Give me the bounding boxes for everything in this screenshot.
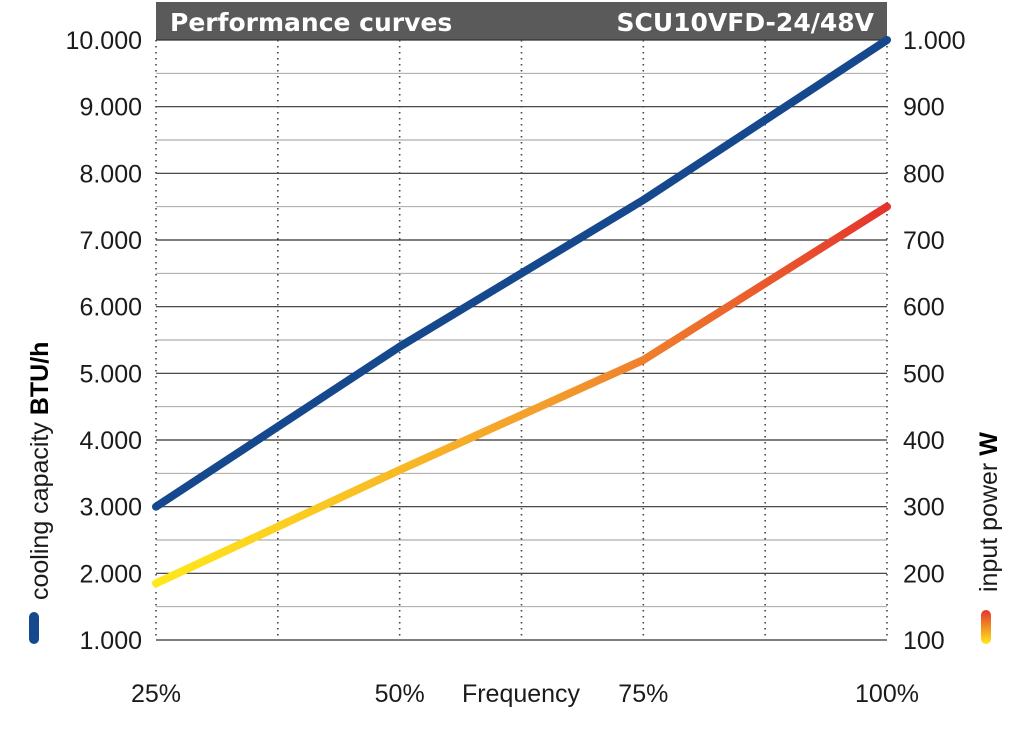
right-tick-label: 900: [903, 94, 945, 122]
x-axis-title: Frequency: [462, 680, 581, 708]
right-tick-label: 300: [903, 494, 945, 522]
right-axis-title-text: input power: [975, 456, 1003, 592]
input-power-line: [152, 202, 891, 588]
left-axis-title-unit: BTU/h: [26, 342, 54, 416]
header-bar: [156, 2, 887, 40]
right-tick-label: 200: [903, 560, 945, 588]
left-axis-title: cooling capacity BTU/h: [26, 342, 54, 600]
tick-labels: 1.000 2.000 3.000 4.000 5.000 6.000 7.000 8.000…: [66, 27, 966, 708]
left-tick-label: 2.000: [79, 560, 142, 588]
chart-model: SCU10VFD-24/48V: [616, 8, 874, 37]
cooling-capacity-line: [152, 36, 891, 511]
right-tick-label: 100: [903, 627, 945, 655]
grid: [155, 39, 888, 641]
svg-text:input power W: input power W: [975, 432, 1003, 592]
right-axis-title-unit: W: [975, 432, 1003, 456]
left-tick-label: 9.000: [79, 94, 142, 122]
cooling-legend-swatch: [29, 612, 39, 644]
right-tick-label: 1.000: [903, 27, 966, 55]
right-tick-label: 500: [903, 360, 945, 388]
left-tick-label: 5.000: [79, 360, 142, 388]
left-tick-label: 7.000: [79, 227, 142, 255]
power-legend-swatch: [981, 610, 991, 644]
left-tick-label: 4.000: [79, 427, 142, 455]
left-tick-label: 1.000: [79, 627, 142, 655]
right-axis-title: input power W: [975, 432, 1003, 592]
x-tick-label: 75%: [618, 680, 668, 708]
chart-title: Performance curves: [170, 8, 452, 37]
left-tick-label: 10.000: [66, 27, 142, 55]
left-tick-label: 8.000: [79, 160, 142, 188]
series-lines: [152, 36, 891, 588]
x-tick-label: 50%: [375, 680, 425, 708]
right-tick-label: 400: [903, 427, 945, 455]
left-tick-label: 3.000: [79, 494, 142, 522]
left-axis-title-text: cooling capacity: [26, 415, 54, 600]
svg-text:cooling capacity BTU/h: cooling capacity BTU/h: [26, 342, 54, 600]
x-tick-label: 100%: [855, 680, 919, 708]
right-tick-label: 700: [903, 227, 945, 255]
x-tick-label: 25%: [131, 680, 181, 708]
right-tick-label: 800: [903, 160, 945, 188]
right-tick-label: 600: [903, 294, 945, 322]
left-tick-label: 6.000: [79, 294, 142, 322]
